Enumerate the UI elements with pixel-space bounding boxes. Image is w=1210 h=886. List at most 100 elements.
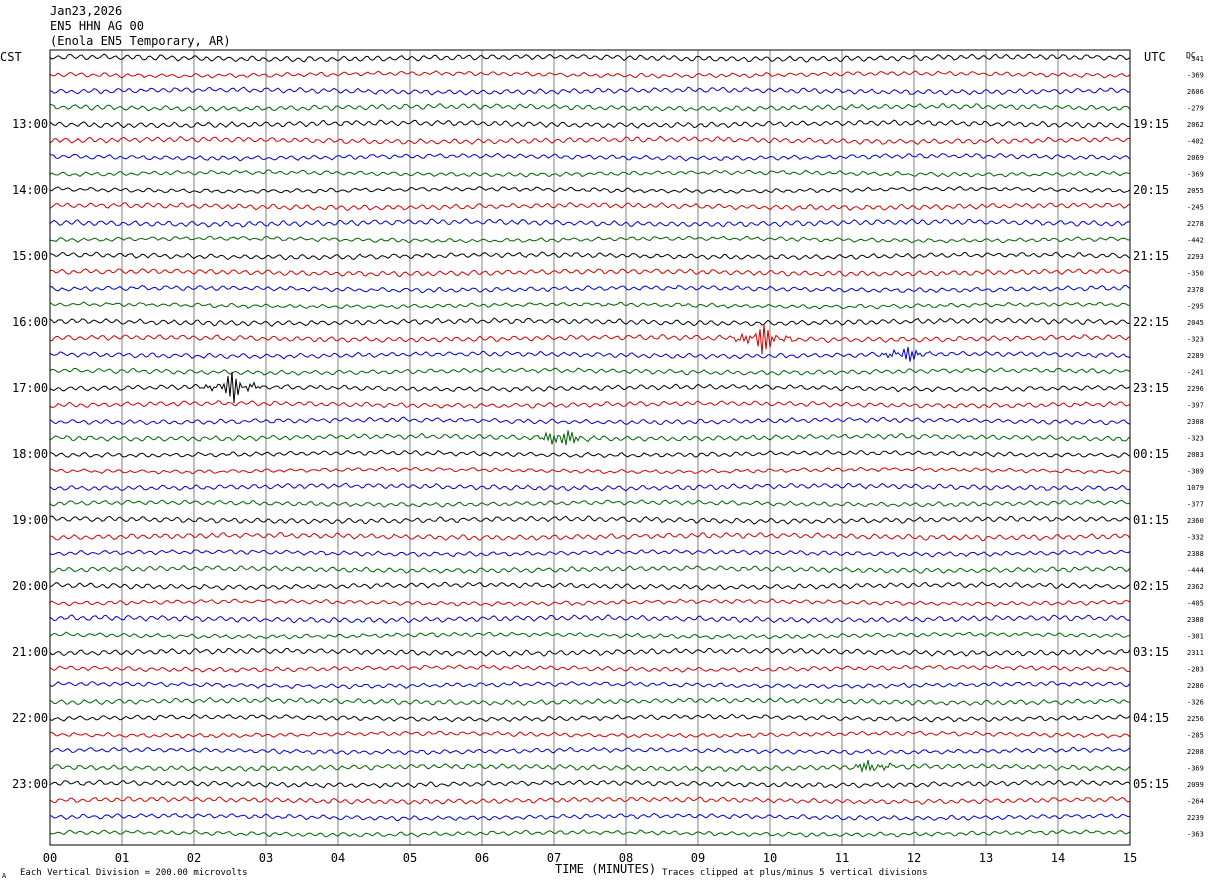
utc-hour-label: 22:15 (1133, 315, 1169, 329)
dc-offset-label: 2055 (1187, 187, 1204, 195)
dc-offset-label: -323 (1187, 336, 1204, 344)
dc-offset-label: 2208 (1187, 748, 1204, 756)
dc-offset-label: 2239 (1187, 814, 1204, 822)
grid (49, 50, 1131, 845)
corner-mark: A (2, 872, 7, 880)
dc-offset-label: 2606 (1187, 88, 1204, 96)
trace-line (49, 730, 1131, 739)
trace-line (49, 829, 1131, 838)
x-tick-label: 04 (331, 851, 345, 865)
trace-line (49, 499, 1131, 508)
x-tick-label: 11 (835, 851, 849, 865)
dc-offset-label: -369 (1187, 765, 1204, 773)
cst-hour-label: 13:00 (12, 117, 48, 131)
utc-hour-label: 21:15 (1133, 249, 1169, 263)
trace-line (49, 713, 1131, 723)
trace-line (49, 449, 1131, 458)
dc-offset-label: 2289 (1187, 352, 1204, 360)
trace-line (49, 323, 1131, 355)
trace-line (49, 796, 1131, 805)
trace-line (49, 664, 1131, 673)
dc-offset-label: -301 (1187, 633, 1204, 641)
trace-line (49, 581, 1131, 591)
cst-hour-label: 22:00 (12, 711, 48, 725)
x-tick-label: 12 (907, 851, 921, 865)
cst-hour-label: 16:00 (12, 315, 48, 329)
dc-offset-label: 2286 (1187, 682, 1204, 690)
dc-offset-label: -341 (1187, 55, 1204, 63)
dc-offset-label: -444 (1187, 567, 1204, 575)
utc-hour-label: 02:15 (1133, 579, 1169, 593)
dc-offset-label: 1079 (1187, 484, 1204, 492)
dc-offset-label: -283 (1187, 666, 1204, 674)
x-tick-label: 07 (547, 851, 561, 865)
labels: 00 01 02 03 04 05 06 07 08 09 10 11 12 13 14 15 -341 -369… (12, 55, 1204, 865)
trace-line (49, 284, 1131, 294)
cst-hour-label: 15:00 (12, 249, 48, 263)
dc-offset-label: -241 (1187, 369, 1204, 377)
trace-line (49, 86, 1131, 96)
trace-line (49, 531, 1131, 542)
trace-line (49, 317, 1131, 327)
dc-offset-label: -369 (1187, 171, 1204, 179)
trace-line (49, 746, 1131, 756)
trace-line (49, 268, 1131, 278)
trace-line (49, 416, 1131, 426)
trace-line (49, 482, 1131, 492)
utc-hour-label: 20:15 (1133, 183, 1169, 197)
dc-offset-label: -264 (1187, 798, 1204, 806)
utc-hour-label: 00:15 (1133, 447, 1169, 461)
trace-line (49, 400, 1131, 409)
x-tick-label: 08 (619, 851, 633, 865)
left-timezone-label: CST (0, 50, 22, 64)
trace-line (49, 614, 1131, 624)
dc-offset-label: 2362 (1187, 583, 1204, 591)
dc-offset-label: -295 (1187, 303, 1204, 311)
trace-line (49, 430, 1131, 446)
dc-offset-label: 2062 (1187, 121, 1204, 129)
x-tick-label: 13 (979, 851, 993, 865)
clip-note: Traces clipped at plus/minus 5 vertical … (662, 868, 928, 878)
dc-offset-label: -285 (1187, 732, 1204, 740)
trace-line (49, 598, 1131, 607)
dc-offset-label: 2099 (1187, 781, 1204, 789)
dc-offset-label: -405 (1187, 600, 1204, 608)
cst-hour-label: 17:00 (12, 381, 48, 395)
dc-offset-label: 2083 (1187, 451, 1204, 459)
trace-line (49, 515, 1131, 525)
x-axis-title: TIME (MINUTES) (555, 862, 656, 876)
trace-line (49, 202, 1131, 211)
scale-note: Each Vertical Division = 200.00 microvol… (20, 868, 248, 878)
dc-offset-label: 2293 (1187, 253, 1204, 261)
trace-line (49, 371, 1131, 404)
dc-offset-label: -402 (1187, 138, 1204, 146)
x-tick-label: 15 (1123, 851, 1137, 865)
header: Jan23,2026 EN5 HHN AG 00 (Enola EN5 Temp… (50, 4, 231, 49)
trace-line (49, 759, 1131, 774)
x-tick-label: 05 (403, 851, 417, 865)
dc-offset-label: 2378 (1187, 286, 1204, 294)
dc-offset-label: -363 (1187, 831, 1204, 839)
trace-line (49, 564, 1131, 574)
dc-offset-label: 2360 (1187, 517, 1204, 525)
trace-line (49, 466, 1131, 475)
trace-line (49, 135, 1131, 146)
dc-offset-label: 2296 (1187, 385, 1204, 393)
x-tick-label: 03 (259, 851, 273, 865)
dc-offset-label: -279 (1187, 105, 1204, 113)
dc-offset-label: 2278 (1187, 220, 1204, 228)
dc-offset-label: 2069 (1187, 154, 1204, 162)
dc-offset-label: -389 (1187, 468, 1204, 476)
x-tick-label: 00 (43, 851, 57, 865)
trace-line (49, 102, 1131, 113)
dc-offset-label: -326 (1187, 699, 1204, 707)
cst-hour-label: 18:00 (12, 447, 48, 461)
trace-line (49, 696, 1131, 707)
x-tick-label: 09 (691, 851, 705, 865)
utc-hour-label: 03:15 (1133, 645, 1169, 659)
dc-offset-label: 2388 (1187, 550, 1204, 558)
cst-hour-label: 19:00 (12, 513, 48, 527)
dc-offset-label: -397 (1187, 402, 1204, 410)
cst-hour-label: 14:00 (12, 183, 48, 197)
